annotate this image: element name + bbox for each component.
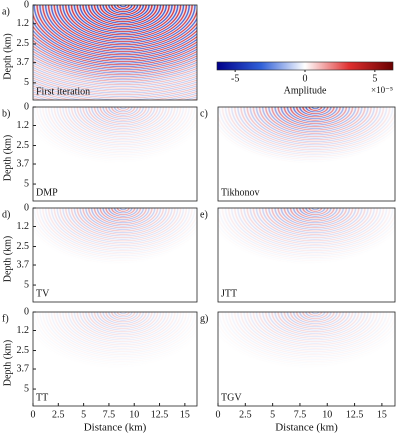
colorbar-tick-label: -5 [231, 73, 239, 84]
panel-label: g) [200, 313, 208, 324]
wavefield [33, 5, 197, 100]
wavefield [218, 208, 395, 302]
x-tick-label: 10 [322, 409, 332, 420]
panel-annotation: JTT [221, 288, 237, 299]
y-axis-label: Depth (km) [2, 236, 13, 282]
y-tick-label: 1.2 [17, 325, 30, 336]
x-axis-label: Distance (km) [275, 422, 338, 434]
x-axis-label: Distance (km) [84, 422, 147, 434]
panel-annotation: TT [36, 392, 48, 403]
y-tick-label: 1.2 [17, 120, 30, 131]
panel-label: f) [2, 313, 9, 324]
x-tick-label: 0 [31, 409, 36, 420]
panel-label: a) [2, 6, 10, 17]
x-tick-label: 7.5 [103, 409, 116, 420]
wavefield [33, 107, 197, 201]
x-tick-label: 10 [129, 409, 139, 420]
y-tick-label: 0 [24, 306, 29, 317]
y-tick-label: 2.5 [17, 345, 30, 356]
y-tick-label: 3.7 [17, 158, 30, 169]
panel-frame [32, 311, 198, 407]
x-tick-label: 12.5 [346, 409, 364, 420]
colorbar [216, 61, 394, 71]
y-tick-label: 3.7 [17, 259, 30, 270]
colorbar-multiplier: ×10⁻⁵ [371, 85, 393, 95]
panel-label: b) [2, 108, 10, 119]
y-axis-label: Depth (km) [2, 135, 13, 181]
x-tick-label: 2.5 [52, 409, 65, 420]
wavefield [218, 312, 395, 406]
y-tick-label: 1.2 [17, 221, 30, 232]
y-tick-label: 2.5 [17, 241, 30, 252]
panel-label: c) [200, 108, 208, 119]
y-tick-label: 5 [24, 383, 29, 394]
panel-annotation: TGV [221, 392, 242, 403]
wavefield [218, 107, 395, 201]
x-tick-label: 15 [377, 409, 387, 420]
panel-annotation: Tikhonov [221, 187, 260, 198]
y-axis-label: Depth (km) [2, 33, 13, 79]
colorbar-label: Amplitude [284, 85, 327, 96]
y-tick-label: 5 [24, 77, 29, 88]
panel-label: d) [2, 209, 10, 220]
x-tick-label: 2.5 [239, 409, 252, 420]
y-tick-label: 2.5 [17, 140, 30, 151]
panel-annotation: TV [36, 288, 50, 299]
y-tick-label: 0 [24, 101, 29, 112]
wavefield [33, 208, 197, 302]
wavefield [33, 312, 197, 406]
panel-annotation: DMP [36, 187, 58, 198]
panel-frame [217, 311, 396, 407]
y-axis-label: Depth (km) [2, 340, 13, 386]
y-tick-label: 1.2 [17, 18, 30, 29]
colorbar-tick-label: 5 [372, 73, 377, 84]
panel-label: e) [200, 209, 208, 220]
colorbar-tick-label: 0 [303, 73, 308, 84]
x-tick-label: 7.5 [294, 409, 307, 420]
y-tick-label: 0 [24, 0, 29, 10]
x-tick-label: 0 [216, 409, 221, 420]
panel-frame [32, 106, 198, 202]
panel-frame [217, 207, 396, 303]
x-tick-label: 5 [270, 409, 275, 420]
x-tick-label: 5 [81, 409, 86, 420]
x-tick-label: 12.5 [151, 409, 169, 420]
panel-frame [217, 106, 396, 202]
panel-frame [32, 207, 198, 303]
y-tick-label: 0 [24, 202, 29, 213]
panel-frame [32, 4, 198, 101]
y-tick-label: 5 [24, 279, 29, 290]
y-tick-label: 5 [24, 178, 29, 189]
y-tick-label: 3.7 [17, 363, 30, 374]
panel-annotation: First iteration [36, 86, 90, 97]
y-tick-label: 3.7 [17, 57, 30, 68]
y-tick-label: 2.5 [17, 38, 30, 49]
x-tick-label: 15 [180, 409, 190, 420]
